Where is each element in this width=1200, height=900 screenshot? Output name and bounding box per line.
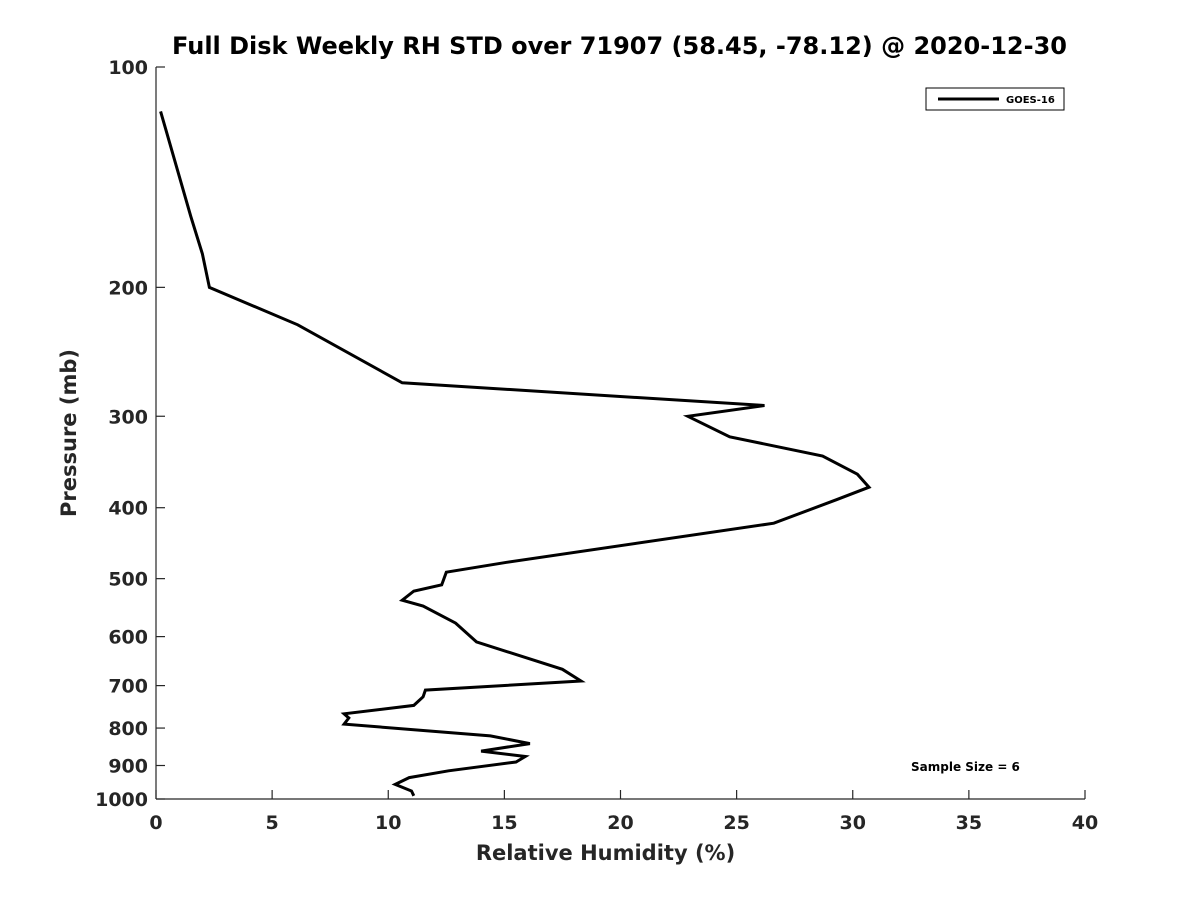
- sample-size-annotation: Sample Size = 6: [911, 760, 1020, 774]
- x-tick-label: 20: [607, 812, 633, 834]
- y-tick-label: 1000: [95, 789, 148, 811]
- series-line: [159, 110, 872, 797]
- legend: GOES-16: [925, 87, 1065, 111]
- plot-area: [156, 67, 1085, 799]
- x-tick-label: 25: [723, 812, 749, 834]
- x-tick-label: 0: [149, 812, 162, 834]
- y-tick-label: 600: [108, 627, 148, 649]
- y-tick-label: 700: [108, 676, 148, 698]
- legend-label: GOES-16: [1006, 95, 1055, 106]
- y-tick-label: 500: [108, 569, 148, 591]
- x-tick-label: 40: [1072, 812, 1098, 834]
- y-tick-label: 300: [108, 406, 148, 428]
- y-tick-label: 200: [108, 277, 148, 299]
- x-tick-label: 30: [840, 812, 866, 834]
- x-tick-label: 5: [266, 812, 279, 834]
- chart-title: Full Disk Weekly RH STD over 71907 (58.4…: [172, 32, 1067, 60]
- x-axis-label: Relative Humidity (%): [476, 841, 735, 865]
- y-axis: 100 200 300 400 500 600 700 800 900 1000: [95, 57, 165, 811]
- x-tick-label: 35: [956, 812, 982, 834]
- x-axis: 0 5 10 15 20 25 30 35 40: [149, 790, 1098, 834]
- y-tick-label: 100: [108, 57, 148, 79]
- series-layer: [159, 110, 872, 797]
- x-tick-label: 10: [375, 812, 401, 834]
- y-axis-label: Pressure (mb): [57, 349, 81, 517]
- y-tick-label: 800: [108, 718, 148, 740]
- y-tick-label: 400: [108, 498, 148, 520]
- y-tick-label: 900: [108, 756, 148, 778]
- x-tick-label: 15: [491, 812, 517, 834]
